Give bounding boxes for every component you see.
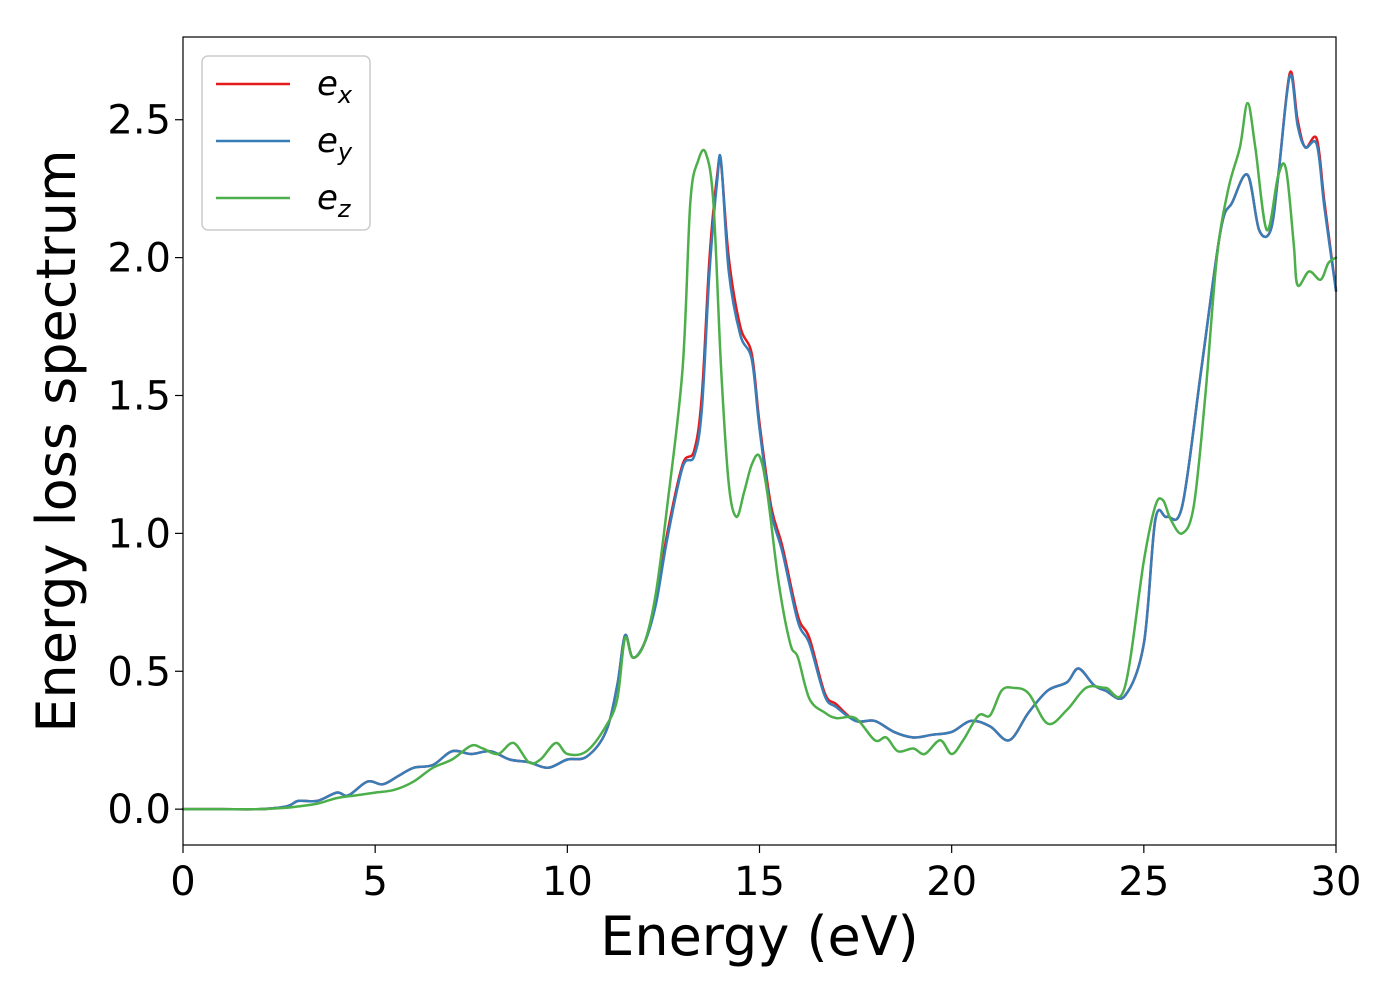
series-layer (181, 70, 1338, 811)
y-tick-label: 1.0 (107, 511, 171, 557)
y-tick-label: 2.5 (107, 98, 171, 144)
y-axis-ticks: 0.0 0.5 1.0 1.5 2.0 2.5 (107, 98, 183, 833)
x-axis-title: Energy (eV) (600, 905, 919, 968)
y-tick-label: 0.5 (107, 649, 171, 695)
y-tick-label: 0.0 (107, 787, 171, 833)
legend: ex ey ez (201, 55, 371, 231)
x-tick-label: 25 (1118, 859, 1169, 905)
x-tick-label: 30 (1311, 859, 1362, 905)
x-tick-label: 20 (926, 859, 977, 905)
legend-label-x: ex (317, 64, 353, 109)
series-line-z (181, 101, 1338, 811)
x-axis-ticks: 0 5 10 15 20 25 30 (170, 845, 1361, 905)
x-tick-label: 10 (542, 859, 593, 905)
x-tick-label: 15 (734, 859, 785, 905)
x-tick-label: 5 (362, 859, 387, 905)
legend-label-y: ey (317, 121, 353, 166)
series-line-y (181, 73, 1338, 811)
legend-items: ex ey ez (216, 64, 353, 223)
y-axis-title: Energy loss spectrum (25, 149, 88, 732)
legend-box (201, 55, 371, 231)
x-tick-label: 0 (170, 859, 195, 905)
y-tick-label: 2.0 (107, 236, 171, 282)
y-tick-label: 1.5 (107, 373, 171, 419)
legend-label-z: ez (317, 178, 352, 223)
